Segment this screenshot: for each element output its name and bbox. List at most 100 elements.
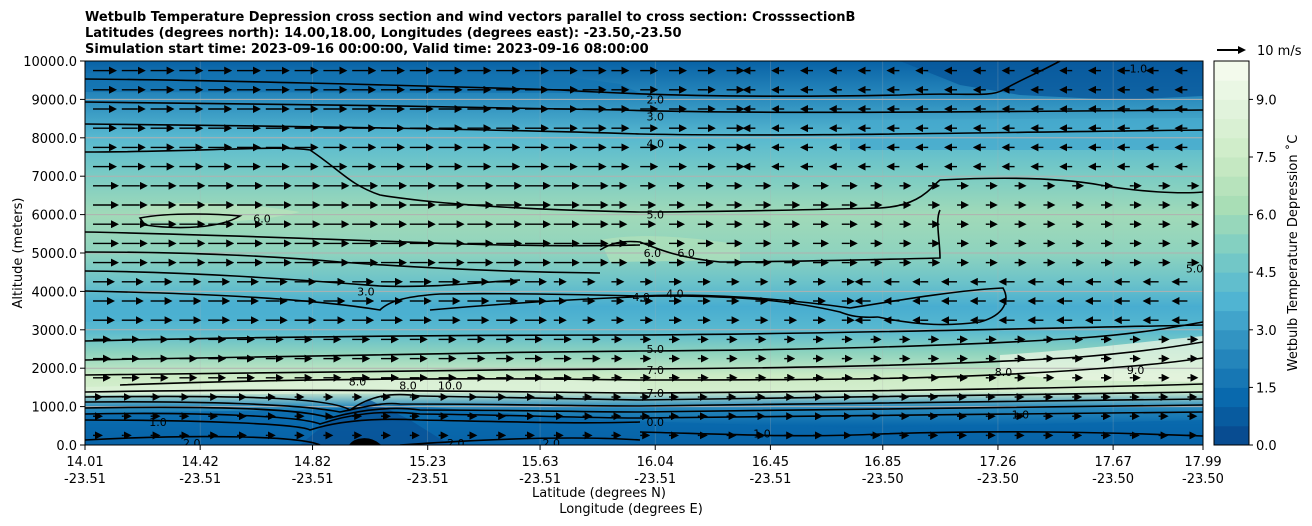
x-tick-label-lat: 17.67 (1095, 455, 1132, 470)
colorbar-tick-label: 1.5 (1256, 381, 1277, 396)
contour-line (85, 341, 1203, 376)
x-tick-label-lat: 14.01 (66, 455, 103, 470)
colorbar-tick-label: 7.5 (1256, 151, 1277, 166)
contour-line (85, 398, 1203, 413)
x-tick-label-lat: 17.26 (979, 455, 1016, 470)
x-axis: 14.01 -23.51 14.42 -23.51 14.82 -23.51 15.23 -2… (64, 445, 1224, 487)
contour-fill-region (85, 299, 420, 322)
contour-label: 7.0 (646, 387, 664, 400)
x-tick-label-lat: 16.85 (864, 455, 901, 470)
x-tick-label-lon: -23.51 (749, 472, 791, 487)
x-axis-label: Latitude (degrees N) (532, 486, 666, 501)
x-tick-label-lon: -23.50 (1092, 472, 1134, 487)
contour-line (85, 391, 1203, 411)
contour-label: 6.0 (253, 212, 271, 225)
contour-label: 2.0 (646, 93, 664, 106)
y-tick-label: 6000.0 (32, 209, 78, 224)
y-axis-label: Altitude (meters) (11, 198, 26, 309)
x-tick-label-lon: -23.50 (977, 472, 1019, 487)
x-tick-label-lon: -23.51 (292, 472, 334, 487)
x-tick-label-lon: -23.50 (862, 472, 904, 487)
contour-line (639, 287, 1007, 326)
x-tick-label-lat: 14.82 (294, 455, 331, 470)
y-tick-label: 0.0 (56, 439, 77, 454)
y-tick-label: 8000.0 (32, 132, 78, 147)
colorbar-segment (1214, 349, 1249, 369)
y-tick-label: 1000.0 (32, 401, 78, 416)
contour-label: 8.0 (995, 366, 1013, 379)
colorbar-label: Wetbulb Temperature Depression ˚C (1285, 135, 1301, 372)
contour-fill-anomalies (85, 61, 1203, 445)
x-tick-label-lon: -23.50 (1182, 472, 1224, 487)
y-tick-label: 3000.0 (32, 324, 78, 339)
colorbar-segment (1214, 157, 1249, 177)
contour-label: 6.0 (644, 247, 662, 260)
contour-label: 1.0 (1130, 63, 1148, 76)
colorbar-tick-label: 4.5 (1256, 266, 1277, 281)
chart-title-line-2: Latitudes (degrees north): 14.00,18.00, … (85, 26, 682, 41)
colorbar-segment (1214, 214, 1249, 235)
contour-label: 4.0 (632, 291, 650, 304)
contour-fill-region (85, 69, 640, 93)
contour-label: 9.0 (1127, 364, 1145, 377)
y-tick-label: 2000.0 (32, 362, 78, 377)
colorbar-segment (1214, 99, 1249, 120)
contour-label: 5.0 (646, 209, 664, 222)
colorbar-segment (1214, 368, 1249, 388)
colorbar-segment (1214, 253, 1249, 273)
contour-label: 1.0 (149, 416, 167, 429)
colorbar-segment (1214, 329, 1249, 350)
x-axis-label-2: Longitude (degrees E) (559, 502, 703, 517)
contour-line (85, 270, 521, 288)
contour-line (85, 321, 1203, 361)
colorbar-tick-label: 9.0 (1256, 93, 1277, 108)
colorbar-segment (1214, 310, 1249, 331)
contour-line (85, 147, 1203, 213)
x-tick-label-lat: 14.42 (182, 455, 219, 470)
contour-label: 0.0 (646, 416, 664, 429)
contour-line (85, 404, 1203, 419)
x-tick-label-lon: -23.51 (634, 472, 676, 487)
chart-title-line-3: Simulation start time: 2023-09-16 00:00:… (85, 42, 649, 57)
y-tick-label: 7000.0 (32, 170, 78, 185)
contour-label: 3.0 (357, 285, 375, 298)
x-tick-label-lon: -23.51 (64, 472, 106, 487)
colorbar-tick-label: 0.0 (1256, 439, 1277, 454)
x-tick-label-lat: 15.23 (409, 455, 446, 470)
colorbar-segment (1214, 118, 1249, 139)
contour-label: 1.0 (753, 427, 771, 440)
contour-line (429, 295, 879, 319)
contour-label: 4.0 (646, 138, 664, 151)
contour-label: 1.0 (1012, 408, 1030, 421)
y-tick-label: 4000.0 (32, 285, 78, 300)
contour-label: 5.0 (646, 343, 664, 356)
colorbar-segment (1214, 195, 1249, 216)
colorbar-segment (1214, 176, 1249, 196)
colorbar-segment (1214, 61, 1249, 81)
x-tick-label-lat: 16.04 (637, 455, 674, 470)
colorbar-segment (1214, 137, 1249, 158)
x-tick-label-lon: -23.51 (519, 472, 561, 487)
contour-label: 3.0 (646, 111, 664, 124)
contour-label: 6.0 (677, 247, 695, 260)
contour-label: 8.0 (399, 379, 417, 392)
colorbar-segment (1214, 406, 1249, 427)
contour-label: 2.0 (183, 437, 201, 450)
wind-vectors (93, 66, 1200, 440)
y-tick-label: 5000.0 (32, 247, 78, 262)
contour-labels: 2.0 3.0 4.0 5.0 6.0 6.0 4.0 4.0 3.0 6.0 5.0 7.0 7.0 8… (149, 63, 1203, 450)
y-tick-label: 9000.0 (32, 93, 78, 108)
contour-label: 7.0 (646, 364, 664, 377)
chart-title-line-1: Wetbulb Temperature Depression cross sec… (85, 10, 855, 25)
contour-label: 2.0 (447, 437, 465, 450)
colorbar-segment (1214, 291, 1249, 312)
y-tick-label: 10000.0 (23, 55, 77, 70)
colorbar-segment (1214, 425, 1249, 446)
x-tick-label-lon: -23.51 (179, 472, 221, 487)
contour-label: 4.0 (666, 287, 684, 300)
colorbar-tick-label: 3.0 (1256, 324, 1277, 339)
contour-fill-region (850, 118, 1203, 150)
colorbar-ticks: 0.0 1.5 3.0 4.5 6.0 7.5 9.0 (1249, 93, 1277, 454)
x-tick-label-lon: -23.51 (407, 472, 449, 487)
contour-label: 8.0 (349, 376, 367, 389)
